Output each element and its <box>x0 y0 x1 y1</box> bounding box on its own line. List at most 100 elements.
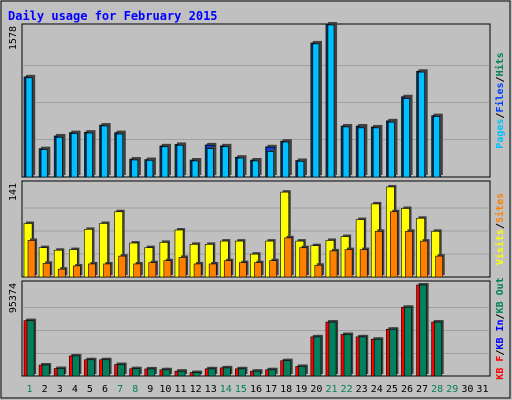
kbout-bar <box>222 367 231 377</box>
day-label: 17 <box>265 384 277 395</box>
kbout-bar <box>419 284 427 377</box>
day-label: 22 <box>341 384 353 395</box>
sites-bar <box>27 240 36 278</box>
day-label: 6 <box>102 384 108 395</box>
sites-bar <box>133 263 142 278</box>
day-label: 12 <box>190 384 202 395</box>
kbout-bar <box>117 364 125 377</box>
pages-bar <box>342 126 350 178</box>
pages-bar <box>191 160 199 178</box>
day-label: 30 <box>461 384 473 395</box>
kbout-bar <box>132 368 141 377</box>
day-label: 24 <box>371 384 383 395</box>
y-max-label: 1578 <box>8 26 19 50</box>
legend-entry: / <box>495 113 506 119</box>
kbout-bar <box>404 307 412 377</box>
sites-bar <box>88 263 96 278</box>
sites-bar <box>118 255 126 278</box>
legend-entry: Sites <box>494 193 506 223</box>
pages-bar <box>131 159 139 178</box>
kbout-bar <box>207 368 216 377</box>
legend-entry: KB Out <box>495 277 506 313</box>
sites-bar <box>374 231 383 278</box>
day-label: 15 <box>235 384 247 395</box>
day-label: 26 <box>401 384 413 395</box>
kbout-bar <box>343 334 352 377</box>
legend-entry: KB In <box>495 319 506 349</box>
kbout-bar <box>373 338 382 377</box>
day-label: 27 <box>416 384 428 395</box>
sites-bar <box>239 262 247 278</box>
pages-bar <box>418 71 425 178</box>
sites-bar <box>254 262 262 278</box>
kbout-bar <box>26 320 35 377</box>
sites-bar <box>390 211 398 278</box>
sites-bar <box>269 260 277 278</box>
sites-bar <box>148 262 157 278</box>
chart-title: Daily usage for February 2015 <box>8 9 218 23</box>
day-label: 14 <box>220 384 232 395</box>
kbout-bar <box>253 370 261 377</box>
kbout-bar <box>298 366 307 377</box>
panel-visits-sites: 141 Visits/Sites <box>8 180 506 278</box>
pages-bar <box>357 127 365 178</box>
sites-bar <box>299 247 308 278</box>
pages-bar <box>161 146 169 178</box>
legend-entry: / <box>495 223 506 229</box>
panel-legend: Visits/Sites <box>494 193 506 265</box>
pages-bar <box>327 24 335 178</box>
pages-bar <box>146 160 154 178</box>
sites-bar <box>103 263 111 278</box>
pages-bar <box>252 160 259 178</box>
day-label: 1 <box>27 384 33 395</box>
kbout-bar <box>238 368 246 377</box>
legend-entry: Visits <box>494 229 506 265</box>
pages-bar <box>206 148 214 178</box>
day-label: 18 <box>280 384 292 395</box>
pages-bar <box>237 157 244 178</box>
kbout-bar <box>87 359 95 377</box>
pages-bar <box>176 145 184 178</box>
kbout-bar <box>328 321 337 377</box>
pages-bar <box>388 121 395 178</box>
kbout-bar <box>56 368 65 377</box>
sites-bar <box>435 255 444 278</box>
pages-bar <box>40 149 48 178</box>
pages-bar <box>116 133 123 178</box>
sites-bar <box>314 264 323 278</box>
pages-bar <box>101 125 108 178</box>
day-label: 2 <box>42 384 48 395</box>
day-label: 19 <box>295 384 307 395</box>
day-label: 13 <box>205 384 217 395</box>
pages-bar <box>70 133 78 178</box>
day-label: 9 <box>147 384 153 395</box>
sites-bar <box>284 237 293 278</box>
sites-bar <box>57 268 66 278</box>
kbout-bar <box>162 369 171 377</box>
kbout-bar <box>434 321 443 377</box>
day-label: 28 <box>431 384 443 395</box>
pages-bar <box>297 161 305 178</box>
pages-bar <box>267 151 274 178</box>
sites-bar <box>163 260 172 278</box>
day-label: 21 <box>325 384 337 395</box>
legend-entry: / <box>495 313 506 319</box>
day-label: 10 <box>159 384 171 395</box>
kbout-bar <box>192 372 201 377</box>
sites-bar <box>72 265 81 278</box>
kbout-bar <box>177 370 186 377</box>
sites-bar <box>42 262 51 278</box>
sites-bar <box>359 249 368 278</box>
kbout-bar <box>389 328 397 377</box>
kbout-bar <box>41 364 50 377</box>
day-label: 11 <box>174 384 186 395</box>
day-label: 29 <box>446 384 458 395</box>
pages-bar <box>221 146 229 178</box>
day-label: 16 <box>250 384 262 395</box>
sites-bar <box>405 231 413 278</box>
legend-entry: Pages <box>495 119 506 149</box>
pages-bar <box>403 98 410 178</box>
day-label: 7 <box>117 384 123 395</box>
